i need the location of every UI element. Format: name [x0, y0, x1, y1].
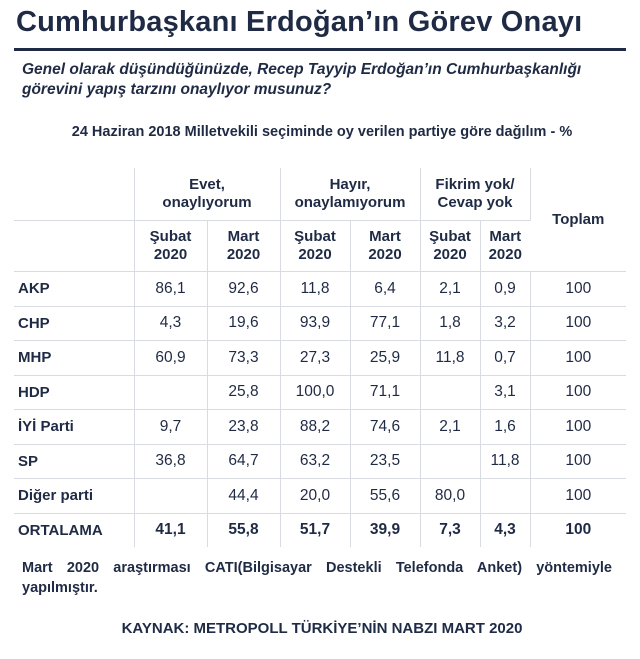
value-cell: 2,1 — [420, 409, 481, 444]
total-cell: 100 — [565, 521, 592, 539]
total-cell: 100 — [565, 417, 592, 435]
value-cell: 55,8 — [207, 513, 281, 547]
header-empty — [14, 168, 135, 221]
value-cell — [420, 375, 481, 410]
period-header: Mart 2020 — [350, 220, 421, 272]
value-cell: 88,2 — [280, 409, 351, 444]
value-cell: 20,0 — [280, 478, 351, 513]
value-cell: 60,9 — [134, 340, 208, 375]
table-subtitle: 24 Haziran 2018 Milletvekili seçiminde o… — [71, 124, 573, 140]
period-header-row: Şubat 2020 Mart 2020 Şubat 2020 Mart 2020 Şu… — [14, 220, 627, 272]
value-cell: 25,9 — [350, 340, 421, 375]
value-cell — [480, 478, 531, 513]
period-header: Mart 2020 — [207, 220, 281, 272]
value-cell: 93,9 — [280, 306, 351, 341]
period-header: Şubat 2020 — [420, 220, 481, 272]
value-cell — [134, 478, 208, 513]
group-header-evet: Evet, onaylıyorum — [134, 168, 281, 221]
party-name: SP — [14, 444, 135, 479]
value-cell: 0,9 — [480, 271, 531, 306]
group-header-hayir: Hayır, onaylamıyorum — [280, 168, 421, 221]
value-cell: 0,7 — [480, 340, 531, 375]
value-cell: 23,8 — [207, 409, 281, 444]
group-header-fikrim-yok: Fikrim yok/Cevap yok — [420, 168, 531, 221]
total-cell: 100 — [565, 383, 592, 401]
value-cell: 44,4 — [207, 478, 281, 513]
value-cell — [420, 444, 481, 479]
value-cell: 3,2 — [480, 306, 531, 341]
survey-question: Genel olarak düşündüğünüzde, Recep Tayyi… — [22, 61, 582, 98]
value-cell: 25,8 — [207, 375, 281, 410]
approval-table: Evet, onaylıyorum Hayır, onaylamıyorum Fik… — [14, 168, 627, 547]
group-header-row: Evet, onaylıyorum Hayır, onaylamıyorum Fik… — [14, 168, 627, 228]
value-cell: 2,1 — [420, 271, 481, 306]
title-underline — [14, 48, 626, 51]
value-cell: 73,3 — [207, 340, 281, 375]
total-cell: 100 — [565, 314, 592, 332]
value-cell: 51,7 — [280, 513, 351, 547]
party-name: Diğer parti — [14, 478, 135, 513]
table-row: CHP 4,3 19,6 93,9 77,1 1,8 3,2 100 — [14, 306, 627, 341]
value-cell: 23,5 — [350, 444, 421, 479]
total-cell: 100 — [565, 486, 592, 504]
methodology-note: Mart 2020 araştırması CATI(Bilgisayar De… — [22, 560, 612, 596]
table-row: İYİ Parti 9,7 23,8 88,2 74,6 2,1 1,6 100 — [14, 409, 627, 444]
value-cell: 1,6 — [480, 409, 531, 444]
value-cell: 6,4 — [350, 271, 421, 306]
value-cell: 63,2 — [280, 444, 351, 479]
table-row: ORTALAMA 41,1 55,8 51,7 39,9 7,3 4,3 100 — [14, 513, 626, 547]
value-cell: 4,3 — [480, 513, 531, 547]
value-cell: 41,1 — [134, 513, 208, 547]
value-cell: 3,1 — [480, 375, 531, 410]
value-cell: 4,3 — [134, 306, 208, 341]
value-cell: 77,1 — [350, 306, 421, 341]
party-name: HDP — [14, 375, 135, 410]
value-cell: 86,1 — [134, 271, 208, 306]
party-name: İYİ Parti — [14, 409, 135, 444]
total-cell: 100 — [565, 452, 592, 470]
party-name: CHP — [14, 306, 135, 341]
table-row: HDP 25,8 100,0 71,1 3,1 100 — [14, 375, 627, 410]
header-total: Toplam — [552, 210, 605, 228]
value-cell: 36,8 — [134, 444, 208, 479]
value-cell: 80,0 — [420, 478, 481, 513]
table-body: AKP 86,1 92,6 11,8 6,4 2,1 0,9 100 CHP 4,3 19,6 93,… — [14, 271, 627, 547]
source-line: KAYNAK: METROPOLL TÜRKİYE’NİN NABZI MART… — [121, 620, 523, 637]
value-cell: 64,7 — [207, 444, 281, 479]
value-cell: 7,3 — [420, 513, 481, 547]
value-cell: 39,9 — [350, 513, 421, 547]
value-cell: 1,8 — [420, 306, 481, 341]
period-header: Mart 2020 — [488, 228, 522, 263]
value-cell: 11,8 — [420, 340, 481, 375]
table-row: Diğer parti 44,4 20,0 55,6 80,0 100 — [14, 478, 627, 513]
value-cell: 92,6 — [207, 271, 281, 306]
period-header: Şubat 2020 — [280, 220, 351, 272]
page-title: Cumhurbaşkanı Erdoğan’ın Görev Onayı — [16, 6, 583, 38]
value-cell: 55,6 — [350, 478, 421, 513]
header-empty — [14, 220, 135, 272]
total-cell: 100 — [565, 279, 592, 297]
value-cell — [134, 375, 208, 410]
value-cell: 100,0 — [280, 375, 351, 410]
table-row: AKP 86,1 92,6 11,8 6,4 2,1 0,9 100 — [14, 271, 627, 306]
value-cell: 9,7 — [134, 409, 208, 444]
party-name: AKP — [14, 271, 135, 306]
total-cell: 100 — [565, 348, 592, 366]
table-row: SP 36,8 64,7 63,2 23,5 11,8 100 — [14, 444, 627, 479]
value-cell: 27,3 — [280, 340, 351, 375]
value-cell: 11,8 — [280, 271, 351, 306]
table-row: MHP 60,9 73,3 27,3 25,9 11,8 0,7 100 — [14, 340, 627, 375]
value-cell: 11,8 — [480, 444, 531, 479]
value-cell: 19,6 — [207, 306, 281, 341]
period-header: Şubat 2020 — [134, 220, 208, 272]
value-cell: 74,6 — [350, 409, 421, 444]
value-cell: 71,1 — [350, 375, 421, 410]
party-name: MHP — [14, 340, 135, 375]
party-name: ORTALAMA — [14, 513, 135, 547]
